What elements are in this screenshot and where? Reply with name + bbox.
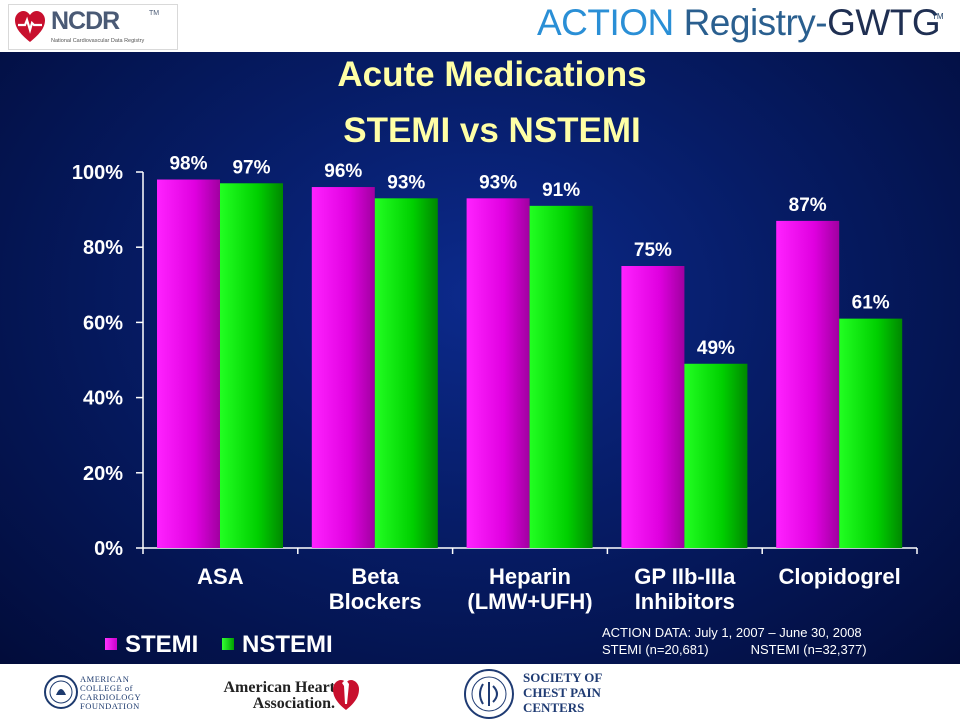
bar-nstemi xyxy=(220,183,283,548)
data-label-nstemi: 93% xyxy=(387,172,425,193)
aha-heart-torch-icon xyxy=(333,675,359,710)
slide-title-line2: STEMI vs NSTEMI xyxy=(343,111,641,150)
gwtg-word: GWTG xyxy=(827,2,941,43)
legend-stemi-label: STEMI xyxy=(125,631,199,658)
action-word: ACTION xyxy=(537,2,674,43)
ncdr-name: NCDR xyxy=(51,7,120,35)
sample-size-note: STEMI (n=20,681) NSTEMI (n=32,377) xyxy=(602,642,867,657)
bar-stemi xyxy=(466,198,530,548)
x-category-label: Heparin xyxy=(489,564,571,589)
bar-stemi xyxy=(157,179,220,548)
nstemi-sample-size: NSTEMI (n=32,377) xyxy=(750,642,867,657)
x-category-label: Clopidogrel xyxy=(778,564,900,589)
x-category-label: ASA xyxy=(197,564,244,589)
legend-nstemi-label: NSTEMI xyxy=(242,631,333,658)
y-tick-label: 20% xyxy=(83,463,123,485)
data-range-note: ACTION DATA: July 1, 2007 – June 30, 200… xyxy=(602,625,862,640)
data-label-nstemi: 61% xyxy=(852,293,890,314)
data-label-nstemi: 97% xyxy=(232,157,270,178)
bar-nstemi xyxy=(374,198,438,548)
stemi-sample-size: STEMI (n=20,681) xyxy=(602,642,709,657)
aha-line: American Heart xyxy=(223,679,335,696)
scpc-logo-text: SOCIETY OF CHEST PAIN CENTERS xyxy=(523,670,633,715)
logo-dash: - xyxy=(815,2,828,43)
data-label-stemi: 75% xyxy=(634,240,672,261)
acc-line: CARDIOLOGY xyxy=(80,692,142,702)
ncdr-subtitle: National Cardiovascular Data Registry xyxy=(51,38,145,44)
bar-stemi xyxy=(776,220,840,548)
aha-logo-text: American Heart Association. xyxy=(215,680,335,712)
data-label-stemi: 98% xyxy=(169,154,207,175)
acc-seal-icon xyxy=(44,675,78,709)
data-label-stemi: 93% xyxy=(479,172,517,193)
x-category-label: (LMW+UFH) xyxy=(467,589,592,614)
legend-stemi-swatch xyxy=(105,638,117,650)
legend-nstemi-swatch xyxy=(222,638,234,650)
scpc-line: SOCIETY OF xyxy=(523,670,603,685)
bar-stemi xyxy=(621,266,685,548)
x-category-label: GP IIb-IIIa xyxy=(634,564,736,589)
acc-logo-text: AMERICAN COLLEGE of CARDIOLOGY FOUNDATIO… xyxy=(80,675,160,711)
data-label-nstemi: 91% xyxy=(542,180,580,201)
bar-nstemi xyxy=(839,318,903,548)
scpc-line: CENTERS xyxy=(523,700,585,715)
x-category-label: Blockers xyxy=(329,589,422,614)
scpc-line: CHEST PAIN xyxy=(523,685,601,700)
y-tick-label: 80% xyxy=(83,237,123,259)
ncdr-trademark: TM xyxy=(149,10,160,17)
acc-line: AMERICAN xyxy=(80,674,130,684)
bar-nstemi xyxy=(529,205,593,548)
bar-stemi xyxy=(311,187,375,549)
acc-line: COLLEGE of xyxy=(80,683,133,693)
ncdr-heart-icon xyxy=(15,11,45,42)
chart-labels: 0% 20% 40% 60% 80% 100% 98% 97% ASA 96% 93% BetaBlo… xyxy=(72,154,901,614)
data-label-stemi: 87% xyxy=(789,195,827,216)
acc-line: FOUNDATION xyxy=(80,701,140,711)
action-trademark: TM xyxy=(932,12,944,21)
scpc-seal-icon xyxy=(464,669,514,719)
registry-word: Registry xyxy=(683,2,816,43)
slide-title-line1: Acute Medications xyxy=(337,55,647,94)
data-label-nstemi: 49% xyxy=(697,338,735,359)
y-tick-label: 100% xyxy=(72,162,123,184)
y-tick-label: 40% xyxy=(83,388,123,410)
bar-nstemi xyxy=(684,363,748,548)
footer-bar: AMERICAN COLLEGE of CARDIOLOGY FOUNDATIO… xyxy=(0,664,960,720)
y-tick-label: 0% xyxy=(94,538,123,560)
aha-line: Association. xyxy=(252,695,335,712)
action-registry-logo: ACTION Registry-GWTG xyxy=(537,2,941,44)
data-label-stemi: 96% xyxy=(324,161,362,182)
header-bar: NCDR TM National Cardiovascular Data Reg… xyxy=(0,0,960,52)
x-category-label: Beta xyxy=(351,564,399,589)
y-tick-label: 60% xyxy=(83,312,123,334)
chart-bars xyxy=(157,179,903,549)
ncdr-logo: NCDR TM National Cardiovascular Data Reg… xyxy=(8,4,178,50)
x-category-label: Inhibitors xyxy=(635,589,735,614)
